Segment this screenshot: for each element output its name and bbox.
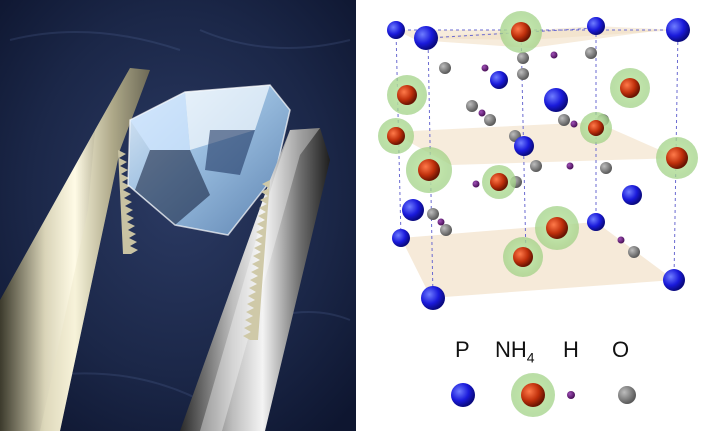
legend-nh4-label: NH4: [495, 337, 535, 366]
legend-h-symbol: [567, 391, 575, 399]
legend-p-label: P: [455, 337, 470, 362]
lattice-diagram: [378, 11, 698, 417]
legend-h-label: H: [563, 337, 579, 362]
legend-p-symbol: [451, 383, 475, 407]
tweezer-right-arm: [180, 128, 330, 431]
legend-symbols: [451, 373, 636, 417]
legend-o-label: O: [612, 337, 630, 362]
phosphorus-atoms: [387, 17, 690, 310]
crystal-photo: [0, 0, 356, 431]
tweezer-left-arm: [0, 68, 150, 431]
ammonium-ions: [378, 11, 698, 277]
hydrogen-atoms: [437, 51, 625, 244]
legend-nh4-symbol: [521, 383, 545, 407]
legend-o-symbol: [618, 386, 636, 404]
